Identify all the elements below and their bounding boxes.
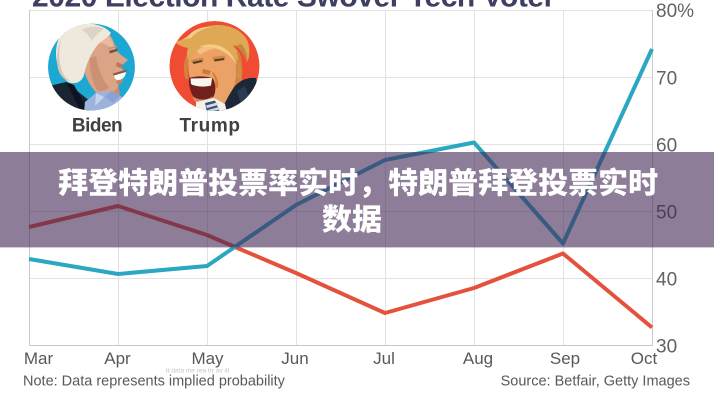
svg-text:Mar: Mar bbox=[24, 349, 54, 368]
svg-text:Jul: Jul bbox=[373, 349, 395, 368]
svg-text:70: 70 bbox=[656, 69, 677, 90]
svg-text:Sep: Sep bbox=[550, 349, 580, 368]
svg-text:Aug: Aug bbox=[463, 349, 493, 368]
svg-text:2020 Election Rate Swover Tech: 2020 Election Rate Swover Tech Voter bbox=[32, 0, 556, 14]
svg-text:Jun: Jun bbox=[281, 349, 308, 368]
svg-text:May: May bbox=[191, 349, 224, 368]
svg-text:Oct: Oct bbox=[631, 349, 658, 368]
svg-text:40: 40 bbox=[656, 270, 677, 291]
svg-text:80%: 80% bbox=[656, 1, 694, 22]
svg-text:tt data me rea trr av itl: tt data me rea trr av itl bbox=[166, 368, 230, 375]
svg-text:Trump: Trump bbox=[179, 116, 240, 137]
svg-text:30: 30 bbox=[656, 337, 677, 358]
svg-text:60: 60 bbox=[656, 136, 677, 157]
svg-text:Biden: Biden bbox=[72, 116, 122, 137]
svg-text:Apr: Apr bbox=[104, 349, 131, 368]
svg-text:Source: Betfair, Getty Images: Source: Betfair, Getty Images bbox=[501, 373, 690, 389]
svg-text:Note: Data represents implied: Note: Data represents implied probabilit… bbox=[23, 374, 286, 390]
